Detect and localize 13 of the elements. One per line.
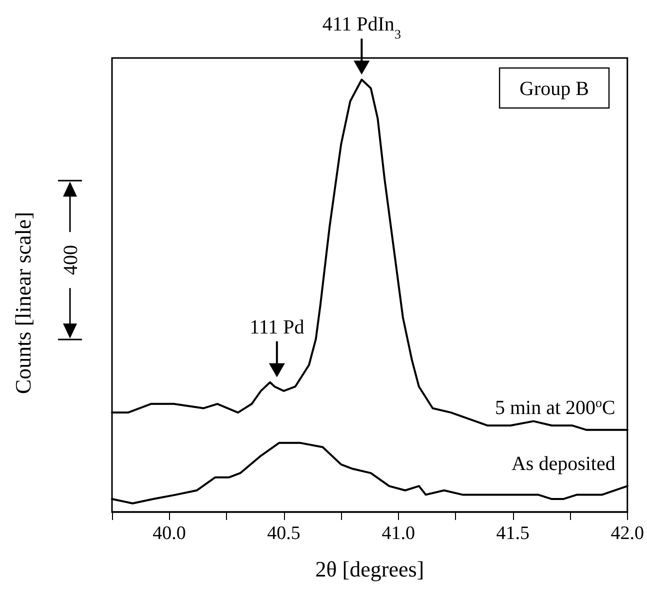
x-tick-label: 41.5 — [496, 523, 530, 544]
annotation: 111 Pd — [250, 316, 304, 338]
x-tick-label: 42.0 — [610, 523, 644, 544]
x-tick-label: 40.0 — [152, 523, 186, 544]
series-label: As deposited — [511, 453, 616, 476]
text: 400 — [60, 245, 82, 276]
annotation: Group B — [520, 78, 589, 100]
series-label: 5 min at 200$^{o}$C — [494, 394, 616, 419]
x-tick-label: 40.5 — [267, 523, 300, 544]
annotation: 411 PdIn$_{3}$ — [322, 14, 401, 42]
x-axis-title: 2θ [degrees] — [315, 556, 424, 582]
x-tick-label: 41.0 — [382, 523, 415, 544]
y-axis-title: Counts [linear scale] — [10, 212, 36, 394]
